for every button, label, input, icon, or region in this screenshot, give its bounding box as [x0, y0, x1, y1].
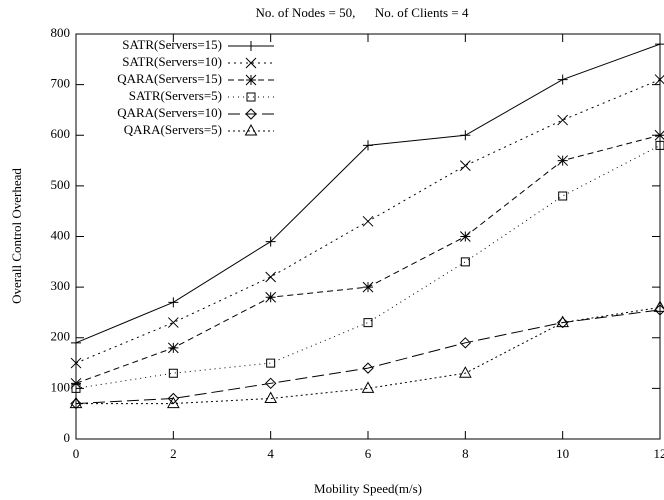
marker	[363, 318, 373, 328]
marker	[460, 257, 470, 267]
series-line	[75, 134, 661, 384]
marker	[557, 155, 569, 166]
marker	[266, 358, 276, 368]
y-tick-label: 600	[51, 126, 71, 141]
y-tick-label: 0	[64, 430, 71, 445]
legend-label: SATR(Servers=15)	[122, 37, 222, 52]
y-axis-label: Overall Control Overhead	[9, 168, 24, 304]
marker	[653, 300, 664, 312]
x-tick-label: 0	[73, 446, 80, 461]
marker	[168, 297, 179, 308]
x-tick-label: 10	[556, 446, 569, 461]
series-line	[76, 306, 661, 405]
marker	[265, 271, 277, 283]
marker	[655, 39, 664, 50]
y-tick-label: 800	[51, 25, 71, 40]
x-tick-label: 6	[365, 446, 372, 461]
y-tick-label: 200	[51, 329, 71, 344]
x-tick-label: 2	[170, 446, 177, 461]
x-tick-label: 8	[462, 446, 469, 461]
marker	[557, 74, 568, 85]
marker	[654, 129, 664, 141]
marker	[264, 377, 277, 390]
marker	[459, 231, 471, 242]
y-tick-label: 100	[51, 379, 71, 394]
marker	[362, 362, 374, 374]
marker	[362, 215, 374, 227]
y-tick-label: 400	[51, 227, 71, 242]
marker	[71, 383, 81, 393]
marker	[246, 41, 256, 51]
marker	[245, 57, 257, 69]
y-tick-label: 300	[51, 278, 71, 293]
marker	[556, 315, 570, 328]
marker	[557, 114, 569, 126]
x-tick-label: 12	[654, 446, 664, 461]
marker	[245, 74, 257, 86]
marker	[70, 397, 82, 410]
marker	[264, 391, 278, 403]
marker	[655, 140, 664, 150]
legend-label: QARA(Servers=15)	[117, 71, 222, 86]
marker	[265, 236, 276, 247]
marker	[69, 396, 83, 409]
series-line	[75, 309, 661, 405]
marker	[168, 368, 178, 378]
marker	[363, 140, 373, 151]
marker	[458, 366, 472, 378]
marker	[245, 108, 257, 120]
marker	[558, 191, 568, 201]
marker	[244, 123, 258, 136]
marker	[460, 130, 471, 141]
legend-label: QARA(Servers=10)	[117, 105, 222, 120]
marker	[654, 74, 664, 85]
y-tick-label: 500	[51, 177, 71, 192]
marker	[70, 377, 82, 389]
marker	[167, 342, 179, 354]
marker	[459, 160, 471, 171]
marker	[556, 316, 569, 329]
marker	[361, 381, 375, 393]
legend-label: SATR(Servers=10)	[122, 54, 222, 69]
marker	[167, 317, 179, 328]
marker	[71, 337, 81, 348]
marker	[265, 291, 277, 303]
marker	[166, 396, 180, 409]
marker	[362, 281, 374, 293]
x-tick-label: 4	[267, 446, 274, 461]
legend-label: SATR(Servers=5)	[129, 88, 222, 103]
chart-title: No. of Nodes = 50, No. of Clients = 4	[256, 5, 469, 20]
legend-label: QARA(Servers=5)	[124, 122, 222, 137]
y-tick-label: 700	[51, 76, 71, 91]
x-axis-label: Mobility Speed(m/s)	[314, 481, 422, 496]
marker	[70, 357, 82, 369]
marker	[167, 392, 180, 405]
marker	[246, 92, 256, 102]
marker	[459, 337, 472, 349]
